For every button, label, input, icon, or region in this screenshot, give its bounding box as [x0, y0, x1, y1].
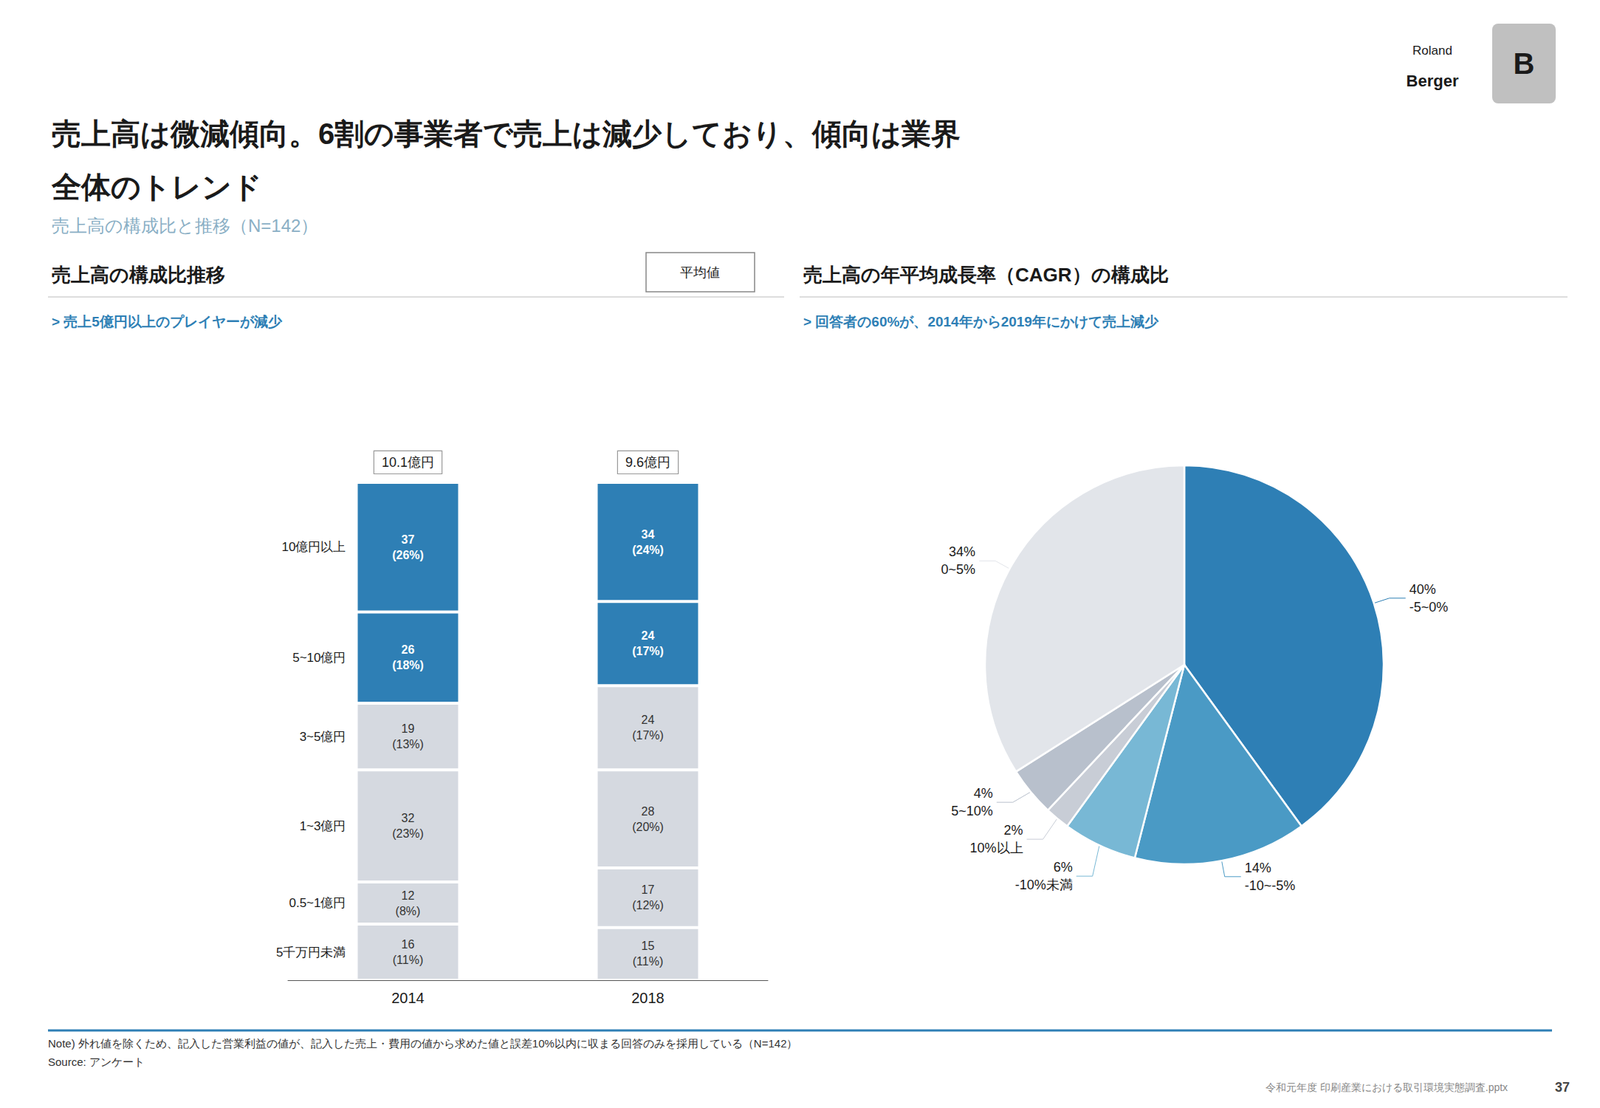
svg-text:全体のトレンド: 全体のトレンド: [50, 170, 263, 204]
svg-text:24: 24: [641, 713, 655, 726]
svg-text:26: 26: [401, 643, 415, 656]
svg-text:Note) 外れ値を除くため、記入した営業利益の値が、記入し: Note) 外れ値を除くため、記入した営業利益の値が、記入した売上・費用の値から…: [47, 1036, 799, 1050]
svg-text:Source: アンケート: Source: アンケート: [47, 1055, 145, 1068]
svg-text:(24%): (24%): [632, 543, 664, 556]
svg-text:(11%): (11%): [632, 954, 664, 968]
svg-text:(17%): (17%): [632, 728, 664, 742]
svg-text:34: 34: [641, 527, 655, 541]
svg-text:5~10億円: 5~10億円: [292, 650, 346, 665]
svg-text:売上高は微減傾向。6割の事業者で売上は減少しており、傾向は業: 売上高は微減傾向。6割の事業者で売上は減少しており、傾向は業界: [51, 117, 961, 150]
svg-text:17: 17: [641, 883, 655, 896]
svg-text:Berger: Berger: [1406, 71, 1459, 91]
svg-text:(11%): (11%): [392, 953, 424, 966]
svg-text:37: 37: [401, 533, 415, 546]
svg-text:売上高の構成比推移: 売上高の構成比推移: [51, 263, 226, 286]
svg-text:10.1億円: 10.1億円: [381, 454, 435, 470]
svg-text:16: 16: [401, 937, 415, 951]
svg-text:9.6億円: 9.6億円: [625, 454, 671, 470]
svg-text:10億円以上: 10億円以上: [282, 539, 347, 554]
svg-text:-5~0%: -5~0%: [1409, 599, 1449, 615]
svg-text:(17%): (17%): [632, 644, 664, 658]
svg-text:14%: 14%: [1244, 860, 1272, 875]
svg-text:19: 19: [401, 722, 415, 735]
svg-text:-10%未満: -10%未満: [1015, 877, 1073, 892]
svg-text:1~3億円: 1~3億円: [299, 818, 347, 833]
svg-text:0~5%: 0~5%: [941, 561, 977, 577]
svg-text:B: B: [1513, 47, 1536, 80]
svg-text:(18%): (18%): [392, 658, 424, 672]
svg-text:2018: 2018: [631, 989, 665, 1006]
svg-text:6%: 6%: [1053, 859, 1073, 875]
svg-text:32: 32: [401, 811, 415, 824]
svg-text:2%: 2%: [1004, 822, 1024, 838]
svg-text:2014: 2014: [391, 989, 425, 1006]
svg-text:5~10%: 5~10%: [950, 803, 994, 819]
svg-text:24: 24: [641, 629, 655, 642]
svg-text:10%以上: 10%以上: [970, 840, 1024, 856]
svg-text:40%: 40%: [1409, 581, 1437, 597]
svg-text:売上高の年平均成長率（CAGR）の構成比: 売上高の年平均成長率（CAGR）の構成比: [803, 263, 1169, 286]
svg-text:平均値: 平均値: [680, 265, 720, 280]
svg-text:令和元年度 印刷産業における取引環境実態調査.pptx: 令和元年度 印刷産業における取引環境実態調査.pptx: [1265, 1080, 1508, 1093]
svg-text:0.5~1億円: 0.5~1億円: [288, 895, 346, 910]
svg-text:12: 12: [401, 888, 415, 902]
svg-text:(12%): (12%): [632, 898, 664, 912]
svg-text:3~5億円: 3~5億円: [299, 729, 347, 744]
svg-text:15: 15: [641, 939, 655, 952]
svg-text:(20%): (20%): [632, 820, 664, 833]
svg-text:-10~-5%: -10~-5%: [1244, 877, 1296, 893]
svg-text:(26%): (26%): [392, 548, 424, 562]
svg-text:売上高の構成比と推移（N=142）: 売上高の構成比と推移（N=142）: [51, 215, 319, 236]
svg-text:28: 28: [641, 804, 655, 818]
svg-text:> 売上5億円以上のプレイヤーが減少: > 売上5億円以上のプレイヤーが減少: [51, 313, 283, 330]
svg-text:> 回答者の60%が、2014年から2019年にかけて売上減: > 回答者の60%が、2014年から2019年にかけて売上減少: [803, 313, 1160, 330]
svg-text:(23%): (23%): [392, 826, 424, 840]
svg-text:37: 37: [1554, 1079, 1570, 1095]
svg-text:34%: 34%: [948, 544, 976, 559]
svg-text:5千万円未満: 5千万円未満: [276, 945, 346, 960]
svg-text:(13%): (13%): [392, 737, 424, 751]
svg-text:Roland: Roland: [1412, 43, 1453, 58]
svg-text:(8%): (8%): [395, 904, 421, 918]
svg-text:4%: 4%: [973, 785, 994, 801]
